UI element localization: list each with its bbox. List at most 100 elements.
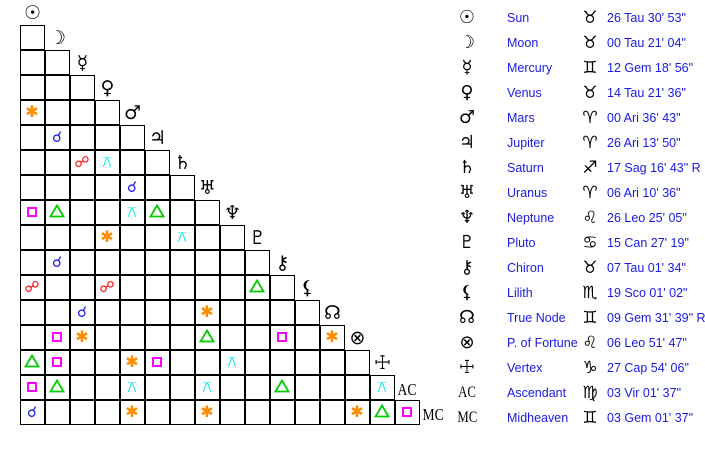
aspect-cell[interactable] xyxy=(269,374,295,400)
aspect-cell[interactable] xyxy=(169,274,195,300)
aspect-cell[interactable] xyxy=(44,149,70,175)
aspect-cell[interactable]: ✱ xyxy=(319,324,345,350)
aspect-cell[interactable] xyxy=(119,149,145,175)
aspect-cell[interactable] xyxy=(169,324,195,350)
aspect-cell[interactable]: ☌ xyxy=(119,174,145,200)
aspect-cell[interactable] xyxy=(194,324,220,350)
aspect-cell[interactable] xyxy=(44,299,70,325)
aspect-cell[interactable]: ☍ xyxy=(94,274,120,300)
aspect-cell[interactable] xyxy=(19,149,45,175)
aspect-cell[interactable]: ⚻ xyxy=(119,374,145,400)
aspect-cell[interactable] xyxy=(44,49,70,75)
aspect-cell[interactable] xyxy=(69,224,95,250)
aspect-cell[interactable] xyxy=(19,74,45,100)
aspect-cell[interactable] xyxy=(194,349,220,375)
aspect-cell[interactable] xyxy=(194,199,220,225)
aspect-cell[interactable] xyxy=(144,274,170,300)
aspect-cell[interactable] xyxy=(394,399,420,425)
aspect-cell[interactable] xyxy=(269,324,295,350)
aspect-cell[interactable] xyxy=(19,124,45,150)
aspect-cell[interactable] xyxy=(269,299,295,325)
aspect-cell[interactable] xyxy=(94,99,120,125)
aspect-cell[interactable] xyxy=(219,399,245,425)
aspect-cell[interactable] xyxy=(69,174,95,200)
aspect-cell[interactable] xyxy=(369,399,395,425)
aspect-cell[interactable] xyxy=(269,274,295,300)
aspect-cell[interactable] xyxy=(194,224,220,250)
aspect-cell[interactable] xyxy=(169,249,195,275)
aspect-cell[interactable] xyxy=(69,399,95,425)
aspect-cell[interactable] xyxy=(94,399,120,425)
aspect-cell[interactable] xyxy=(69,274,95,300)
aspect-cell[interactable] xyxy=(144,174,170,200)
aspect-cell[interactable] xyxy=(69,349,95,375)
aspect-cell[interactable] xyxy=(194,274,220,300)
aspect-cell[interactable] xyxy=(169,299,195,325)
aspect-cell[interactable]: ☌ xyxy=(69,299,95,325)
aspect-cell[interactable] xyxy=(144,224,170,250)
aspect-cell[interactable]: ✱ xyxy=(69,324,95,350)
aspect-cell[interactable] xyxy=(119,124,145,150)
aspect-cell[interactable] xyxy=(94,374,120,400)
aspect-cell[interactable]: ⚻ xyxy=(369,374,395,400)
aspect-cell[interactable] xyxy=(69,124,95,150)
aspect-cell[interactable] xyxy=(19,324,45,350)
aspect-cell[interactable] xyxy=(344,374,370,400)
aspect-cell[interactable] xyxy=(294,324,320,350)
aspect-cell[interactable] xyxy=(169,399,195,425)
aspect-cell[interactable] xyxy=(44,349,70,375)
aspect-cell[interactable] xyxy=(44,174,70,200)
aspect-cell[interactable] xyxy=(219,224,245,250)
aspect-cell[interactable] xyxy=(119,274,145,300)
aspect-cell[interactable] xyxy=(344,349,370,375)
aspect-cell[interactable] xyxy=(19,224,45,250)
aspect-cell[interactable]: ⚻ xyxy=(169,224,195,250)
aspect-cell[interactable] xyxy=(144,374,170,400)
aspect-cell[interactable] xyxy=(244,299,270,325)
aspect-cell[interactable]: ✱ xyxy=(119,399,145,425)
aspect-cell[interactable] xyxy=(19,299,45,325)
aspect-cell[interactable] xyxy=(69,199,95,225)
aspect-cell[interactable] xyxy=(44,74,70,100)
aspect-cell[interactable] xyxy=(119,324,145,350)
aspect-cell[interactable] xyxy=(19,199,45,225)
aspect-cell[interactable] xyxy=(144,149,170,175)
aspect-cell[interactable]: ⚻ xyxy=(94,149,120,175)
aspect-cell[interactable] xyxy=(44,224,70,250)
aspect-cell[interactable]: ✱ xyxy=(19,99,45,125)
aspect-cell[interactable] xyxy=(319,374,345,400)
aspect-cell[interactable] xyxy=(169,349,195,375)
aspect-cell[interactable] xyxy=(219,324,245,350)
aspect-cell[interactable] xyxy=(44,324,70,350)
aspect-cell[interactable] xyxy=(19,374,45,400)
aspect-cell[interactable] xyxy=(244,274,270,300)
aspect-cell[interactable] xyxy=(19,49,45,75)
aspect-cell[interactable] xyxy=(319,399,345,425)
aspect-cell[interactable] xyxy=(119,249,145,275)
aspect-cell[interactable] xyxy=(119,299,145,325)
aspect-cell[interactable] xyxy=(69,249,95,275)
aspect-cell[interactable] xyxy=(219,274,245,300)
aspect-cell[interactable]: ✱ xyxy=(119,349,145,375)
aspect-cell[interactable] xyxy=(19,24,45,50)
aspect-cell[interactable] xyxy=(19,349,45,375)
aspect-cell[interactable] xyxy=(269,349,295,375)
aspect-cell[interactable]: ☌ xyxy=(44,249,70,275)
aspect-cell[interactable] xyxy=(244,249,270,275)
aspect-cell[interactable]: ⚻ xyxy=(194,374,220,400)
aspect-cell[interactable]: ✱ xyxy=(94,224,120,250)
aspect-cell[interactable] xyxy=(119,224,145,250)
aspect-cell[interactable] xyxy=(19,249,45,275)
aspect-cell[interactable] xyxy=(94,349,120,375)
aspect-cell[interactable] xyxy=(144,349,170,375)
aspect-cell[interactable] xyxy=(44,399,70,425)
aspect-cell[interactable] xyxy=(94,249,120,275)
aspect-cell[interactable] xyxy=(69,99,95,125)
aspect-cell[interactable]: ✱ xyxy=(194,299,220,325)
aspect-cell[interactable] xyxy=(244,324,270,350)
aspect-cell[interactable] xyxy=(94,299,120,325)
aspect-cell[interactable] xyxy=(44,199,70,225)
aspect-cell[interactable] xyxy=(94,199,120,225)
aspect-cell[interactable]: ☌ xyxy=(44,124,70,150)
aspect-cell[interactable] xyxy=(169,174,195,200)
